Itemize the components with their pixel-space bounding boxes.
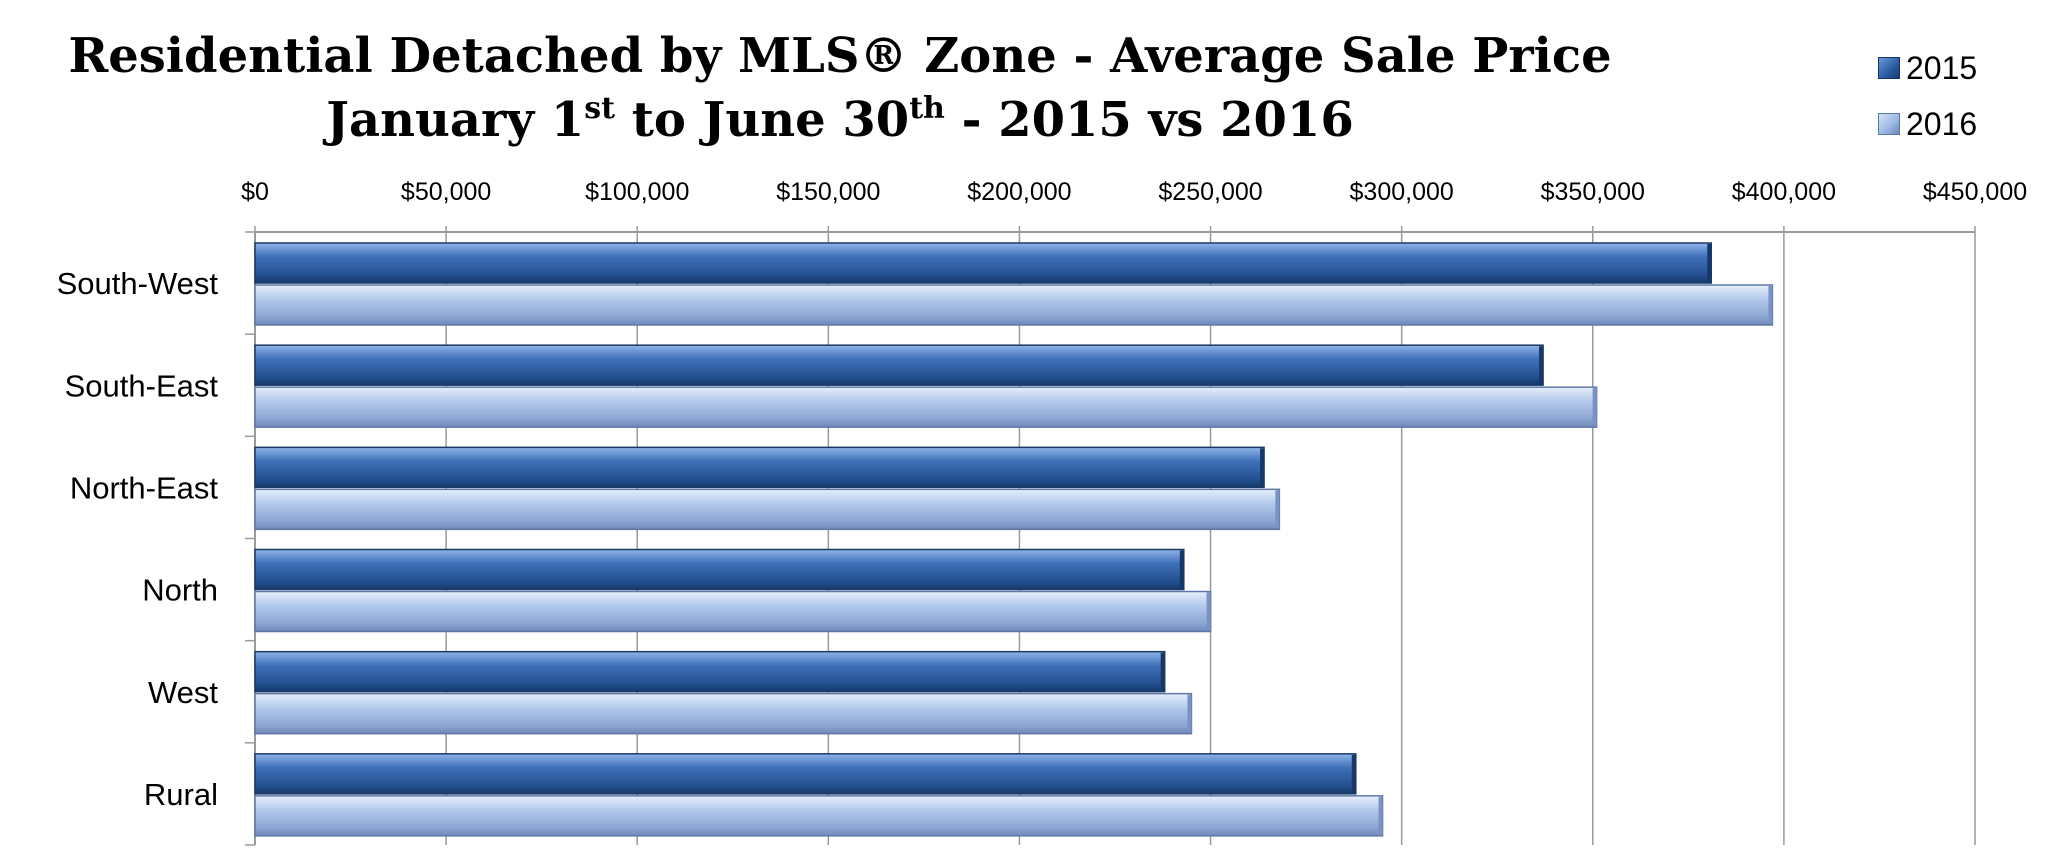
bar-2015-rural (254, 753, 1357, 795)
bar-2015-south-west (254, 242, 1713, 284)
x-tick-label: $200,000 (967, 178, 1071, 206)
bar-2016-south-east (254, 386, 1598, 428)
bar-2015-north-east (254, 446, 1265, 489)
legend-item-2016: 2016 (1878, 96, 1977, 152)
bar-2015-west (254, 650, 1166, 693)
chart-title-line1: Residential Detached by MLS® Zone - Aver… (68, 28, 1612, 84)
x-tick-label: $50,000 (401, 178, 491, 206)
x-tick-label: $350,000 (1541, 178, 1645, 206)
bars (254, 242, 1774, 837)
bar-endcap (1592, 388, 1597, 427)
category-label: Rural (144, 777, 218, 812)
x-tick-label: $250,000 (1158, 178, 1262, 206)
legend-swatch-2015 (1878, 57, 1900, 79)
bar-endcap (1275, 490, 1280, 529)
title-sup1: st (584, 91, 616, 126)
bar-endcap (1179, 550, 1184, 589)
x-tick-label: $100,000 (585, 178, 689, 206)
bar-endcap (1707, 244, 1712, 282)
category-label: North-East (70, 470, 219, 505)
title-sup2: th (909, 91, 945, 126)
bar-2015-north (254, 548, 1185, 591)
bar-endcap (1187, 694, 1192, 733)
bar-2016-rural (254, 795, 1384, 837)
legend-label-2016: 2016 (1906, 105, 1978, 142)
bar-endcap (1260, 448, 1265, 487)
legend-item-2015: 2015 (1878, 40, 1977, 96)
bar-2016-north (254, 590, 1212, 633)
bar-endcap (1351, 754, 1356, 793)
x-tick-label: $150,000 (776, 178, 880, 206)
title-part1: January 1 (326, 92, 585, 148)
x-tick-label: $300,000 (1350, 178, 1454, 206)
bar-2016-north-east (254, 488, 1281, 531)
bar-endcap (1206, 592, 1211, 631)
category-label: North (142, 573, 218, 608)
bar-2016-south-west (254, 284, 1774, 326)
legend-swatch-2016 (1878, 113, 1900, 135)
category-label: South-East (65, 368, 219, 403)
x-axis: $0 $50,000 $100,000 $150,000 $200,000 $250,00… (241, 178, 2027, 846)
category-label: South-West (57, 266, 219, 301)
legend-label-2015: 2015 (1906, 49, 1978, 86)
category-label: West (148, 675, 218, 710)
bar-endcap (1539, 346, 1544, 385)
legend: 2015 2016 (1878, 40, 1977, 152)
bar-endcap (1160, 652, 1165, 691)
bar-2016-west (254, 692, 1193, 735)
chart-title: Residential Detached by MLS® Zone - Aver… (40, 24, 1640, 152)
title-part3: - 2015 vs 2016 (944, 92, 1354, 148)
bar-2015-south-east (254, 344, 1544, 386)
x-tick-label: $450,000 (1923, 178, 2027, 206)
category-labels: South-West South-East North-East North West R… (57, 266, 219, 812)
chart-title-line2: January 1st to June 30th - 2015 vs 2016 (40, 88, 1640, 152)
bar-endcap (1768, 286, 1773, 324)
title-part2: to June 30 (615, 92, 910, 148)
x-tick-label: $0 (241, 178, 269, 206)
x-tick-label: $400,000 (1732, 178, 1836, 206)
bar-endcap (1378, 796, 1383, 835)
